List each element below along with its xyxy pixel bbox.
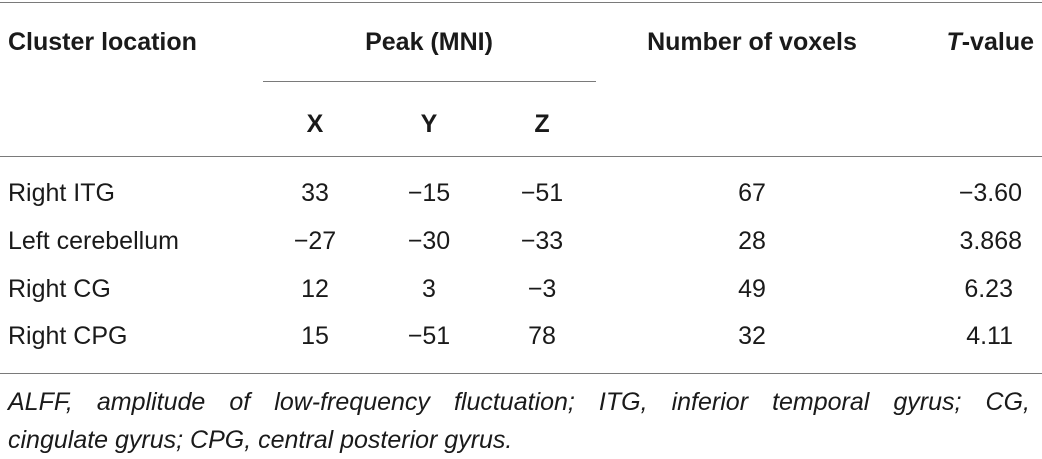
header-cluster-location: Cluster location (8, 28, 197, 56)
table-top-rule (0, 2, 1042, 3)
header-z: Z (534, 110, 550, 138)
peak-underline-rule (263, 81, 596, 82)
row-4-t-value: 4.11 (966, 322, 1013, 350)
row-1-z: −51 (520, 179, 564, 207)
row-3-z: −3 (527, 275, 557, 303)
row-4-x: 15 (301, 322, 329, 350)
row-1-location: Right ITG (8, 179, 115, 207)
header-t-symbol: T (946, 28, 962, 56)
footnote-line-2: cingulate gyrus; CPG, central posterior … (8, 426, 513, 454)
row-1-y: −15 (407, 179, 451, 207)
row-4-z: 78 (528, 322, 556, 350)
row-2-y: −30 (407, 227, 451, 255)
row-1-x: 33 (301, 179, 329, 207)
row-3-t-value: 6.23 (964, 275, 1013, 303)
row-2-z: −33 (520, 227, 564, 255)
row-4-voxels: 32 (738, 322, 766, 350)
row-2-t-value: 3.868 (959, 227, 1022, 255)
row-2-x: −27 (293, 227, 337, 255)
row-3-x: 12 (301, 275, 329, 303)
row-3-voxels: 49 (738, 275, 766, 303)
row-4-y: −51 (407, 322, 451, 350)
table-bottom-rule (0, 373, 1042, 374)
header-peak-mni: Peak (MNI) (365, 28, 493, 56)
footnote-line-1: ALFF, amplitude of low-frequency fluctua… (8, 388, 1030, 416)
table-footnote: ALFF, amplitude of low-frequency fluctua… (8, 383, 1030, 459)
row-2-location: Left cerebellum (8, 227, 179, 255)
table-header-rule (0, 156, 1042, 157)
header-x: X (306, 110, 324, 138)
row-1-t-value: −3.60 (958, 179, 1022, 207)
header-y: Y (420, 110, 438, 138)
row-4-location: Right CPG (8, 322, 128, 350)
row-2-voxels: 28 (738, 227, 766, 255)
row-1-voxels: 67 (738, 179, 766, 207)
header-t-value: T-value (946, 27, 1034, 57)
row-3-location: Right CG (8, 275, 111, 303)
row-3-y: 3 (422, 275, 436, 303)
header-t-suffix: -value (961, 28, 1034, 56)
header-number-of-voxels: Number of voxels (647, 28, 857, 56)
